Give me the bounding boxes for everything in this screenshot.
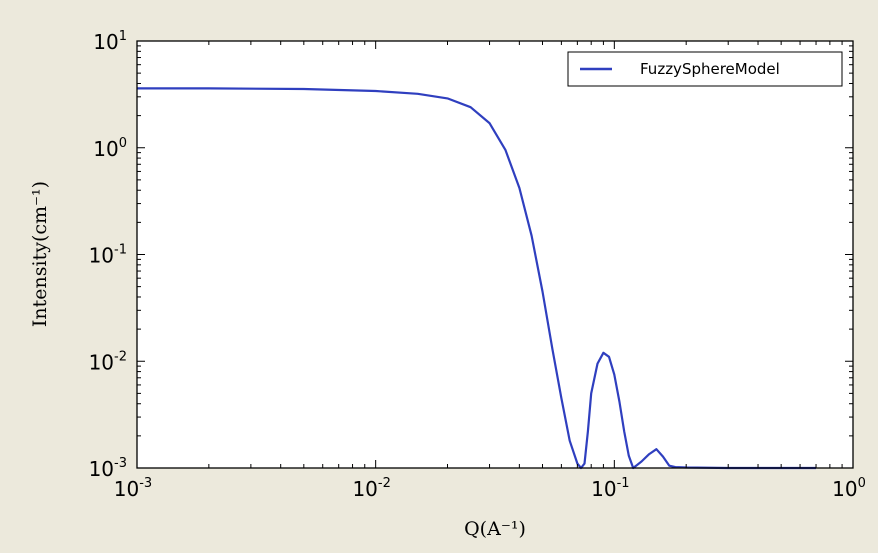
x-tick-label: 100 <box>832 476 866 501</box>
legend: FuzzySphereModel <box>567 51 843 87</box>
y-tick-label: 10-1 <box>89 243 127 268</box>
plot-frame <box>136 40 854 469</box>
x-tick-label: 10-2 <box>352 476 390 501</box>
series-line <box>137 87 816 470</box>
x-axis-label: Q(A⁻¹) <box>464 518 526 540</box>
y-tick-label: 101 <box>93 29 127 54</box>
y-axis-label: Intensity(cm⁻¹) <box>29 181 51 327</box>
y-tick-label: 10-2 <box>89 349 127 374</box>
x-tick-label: 10-3 <box>114 476 152 501</box>
x-tick-label: 10-1 <box>591 476 629 501</box>
y-tick-label: 100 <box>93 136 127 161</box>
legend-label: FuzzySphereModel <box>640 60 780 78</box>
plot-area <box>137 41 853 468</box>
legend-box <box>567 51 843 87</box>
